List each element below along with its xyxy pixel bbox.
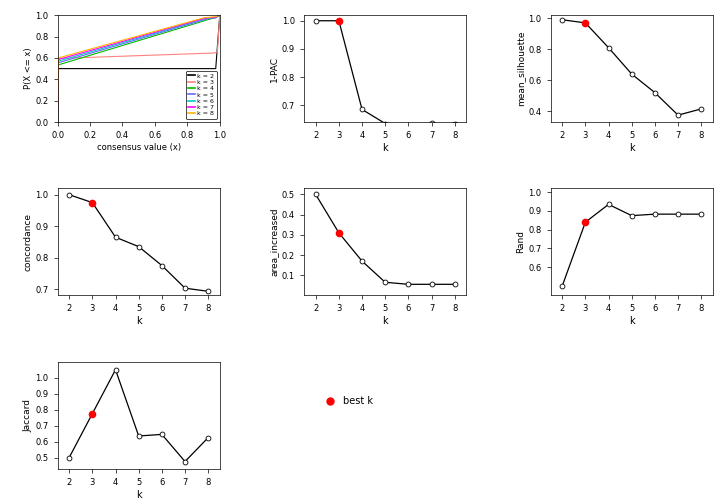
k = 2 (180, 66, 189, 72)
k = 3 (215, 12, 224, 18)
k = 3 (119, 53, 127, 59)
k = 2 (119, 66, 127, 72)
k = 4 (119, 42, 127, 48)
k = 6 (53, 119, 62, 125)
k = 6 (180, 22, 189, 28)
k = 5 (119, 40, 127, 46)
Y-axis label: P(X <= x): P(X <= x) (24, 48, 32, 89)
k = 6 (165, 26, 174, 32)
k = 5 (183, 22, 192, 28)
k = 6 (70, 53, 78, 59)
X-axis label: k: k (629, 143, 634, 153)
k = 5 (70, 55, 78, 61)
k = 6 (183, 21, 192, 27)
k = 4 (70, 57, 78, 63)
k = 7 (180, 21, 189, 27)
k = 5 (125, 39, 133, 45)
k = 7 (215, 12, 224, 18)
k = 8 (53, 119, 62, 125)
X-axis label: k: k (382, 143, 388, 153)
Line: k = 4: k = 4 (58, 15, 220, 122)
k = 7 (165, 25, 174, 31)
Y-axis label: area_increased: area_increased (270, 208, 279, 276)
k = 8 (125, 35, 133, 41)
X-axis label: k: k (382, 316, 388, 326)
Y-axis label: Rand: Rand (516, 230, 526, 254)
k = 7 (70, 52, 78, 58)
k = 3 (180, 51, 189, 57)
k = 7 (183, 20, 192, 26)
X-axis label: k: k (136, 489, 142, 499)
k = 2 (215, 12, 224, 18)
k = 7 (53, 119, 62, 125)
Legend: k = 2, k = 3, k = 4, k = 5, k = 6, k = 7, k = 8: k = 2, k = 3, k = 4, k = 5, k = 6, k = 7… (186, 71, 217, 119)
k = 3 (125, 53, 133, 59)
k = 8 (70, 50, 78, 56)
Y-axis label: Jaccard: Jaccard (24, 399, 32, 432)
k = 8 (215, 12, 224, 18)
Legend: best k: best k (317, 393, 377, 409)
k = 3 (183, 51, 192, 57)
k = 4 (183, 23, 192, 29)
Line: k = 2: k = 2 (58, 15, 220, 122)
k = 2 (53, 119, 62, 125)
k = 5 (180, 23, 189, 29)
k = 6 (215, 12, 224, 18)
k = 2 (165, 66, 174, 72)
k = 5 (53, 119, 62, 125)
Y-axis label: 1-PAC: 1-PAC (270, 55, 279, 82)
X-axis label: k: k (629, 316, 634, 326)
Line: k = 3: k = 3 (58, 15, 220, 122)
k = 8 (165, 24, 174, 30)
k = 4 (53, 119, 62, 125)
Line: k = 8: k = 8 (58, 15, 220, 122)
k = 2 (125, 66, 133, 72)
k = 7 (119, 38, 127, 44)
k = 3 (165, 51, 174, 57)
k = 8 (119, 37, 127, 43)
k = 2 (70, 66, 78, 72)
k = 7 (125, 37, 133, 43)
X-axis label: consensus value (x): consensus value (x) (96, 143, 181, 152)
k = 8 (183, 19, 192, 25)
k = 4 (165, 28, 174, 34)
k = 4 (215, 12, 224, 18)
k = 5 (165, 27, 174, 33)
k = 4 (125, 40, 133, 46)
k = 6 (125, 38, 133, 44)
Line: k = 5: k = 5 (58, 15, 220, 122)
k = 8 (180, 20, 189, 26)
k = 4 (180, 24, 189, 30)
Y-axis label: concordance: concordance (24, 213, 32, 271)
Line: k = 6: k = 6 (58, 15, 220, 122)
k = 6 (119, 39, 127, 45)
k = 3 (53, 119, 62, 125)
Line: k = 7: k = 7 (58, 15, 220, 122)
Y-axis label: mean_silhouette: mean_silhouette (516, 31, 526, 106)
X-axis label: k: k (136, 316, 142, 326)
k = 5 (215, 12, 224, 18)
k = 3 (70, 55, 78, 61)
k = 2 (183, 66, 192, 72)
